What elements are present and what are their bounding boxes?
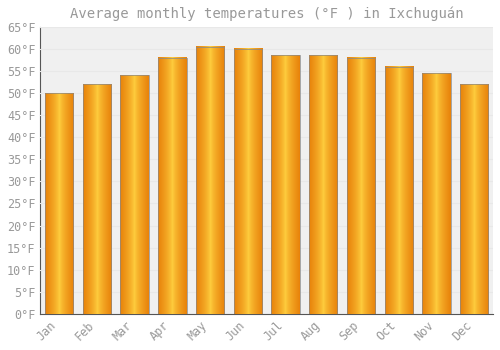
Bar bbox=[45, 93, 74, 314]
Bar bbox=[272, 56, 299, 314]
Bar bbox=[120, 75, 149, 314]
Bar bbox=[347, 58, 375, 314]
Bar bbox=[83, 84, 111, 314]
Bar bbox=[422, 73, 450, 314]
Bar bbox=[196, 47, 224, 314]
Bar bbox=[234, 49, 262, 314]
Bar bbox=[384, 66, 413, 314]
Bar bbox=[158, 58, 186, 314]
Bar bbox=[460, 84, 488, 314]
Title: Average monthly temperatures (°F ) in Ixchuguán: Average monthly temperatures (°F ) in Ix… bbox=[70, 7, 464, 21]
Bar bbox=[309, 56, 338, 314]
